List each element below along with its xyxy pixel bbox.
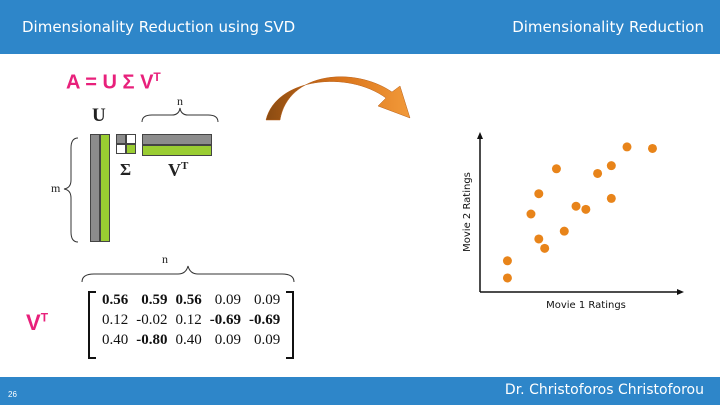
vt-matrix-row: 0.12 -0.02 0.12 -0.69 -0.69 bbox=[98, 310, 284, 330]
vt-matrix-cell: -0.02 bbox=[136, 312, 168, 328]
vt-matrix-cell: 0.40 bbox=[102, 332, 129, 348]
scatter-point bbox=[502, 256, 512, 266]
y-axis-label: Movie 2 Ratings bbox=[462, 172, 473, 252]
diagram-n-label: n bbox=[177, 94, 183, 108]
vt-matrix-cell: -0.69 bbox=[249, 312, 281, 328]
u-gray-column bbox=[90, 134, 100, 242]
vt-matrix-cell: 0.56 bbox=[175, 292, 202, 308]
scatter-point bbox=[526, 209, 536, 219]
vt-matrix-cell: 0.56 bbox=[102, 292, 129, 308]
scatter-point bbox=[647, 143, 657, 153]
vt-matrix-cell: -0.80 bbox=[136, 332, 168, 348]
page-number: 26 bbox=[8, 390, 17, 399]
vt-matrix-cell: 0.40 bbox=[175, 332, 202, 348]
vt-matrix: 0.56 0.59 0.56 0.09 0.09 0.12 -0.02 0.12 -0.69 -0… bbox=[98, 290, 290, 358]
section-title: Dimensionality Reduction bbox=[512, 18, 704, 36]
formula-v: V bbox=[134, 71, 154, 94]
scatter-point bbox=[581, 204, 591, 214]
scatter-point bbox=[593, 168, 603, 178]
x-axis-label: Movie 1 Ratings bbox=[546, 300, 626, 311]
scatter-point bbox=[502, 273, 512, 283]
u-label: U bbox=[92, 105, 106, 126]
scatter-point bbox=[534, 189, 544, 199]
vt-matrix-cell: 0.12 bbox=[175, 312, 202, 328]
vt-matrix-label: VT bbox=[26, 310, 49, 335]
vt-matrix-cell: 0.09 bbox=[214, 292, 241, 308]
scatter-point bbox=[534, 234, 544, 244]
y-axis-arrowhead-icon bbox=[477, 132, 483, 139]
curved-arrow-icon bbox=[265, 76, 411, 121]
vt-gray-row bbox=[142, 134, 212, 145]
formula-sup: T bbox=[153, 70, 161, 84]
slide-title: Dimensionality Reduction using SVD bbox=[22, 18, 296, 36]
ratings-scatter-plot: Movie 1 Ratings Movie 2 Ratings bbox=[462, 132, 684, 311]
scatter-point bbox=[606, 193, 616, 203]
svd-formula: A = U Σ VT bbox=[66, 70, 161, 95]
sigma-cell-4 bbox=[126, 144, 136, 154]
scatter-point bbox=[622, 142, 632, 152]
top-brace-icon bbox=[141, 107, 219, 123]
sigma-cell-1 bbox=[116, 134, 126, 144]
vt-matrix-cell: 0.59 bbox=[141, 292, 168, 308]
vt-diagram-label: VT bbox=[168, 160, 189, 180]
vt-matrix-row: 0.56 0.59 0.56 0.09 0.09 bbox=[98, 290, 284, 310]
left-brace-icon bbox=[63, 137, 79, 243]
vt-matrix-cell: 0.09 bbox=[214, 332, 241, 348]
u-green-column bbox=[100, 134, 110, 242]
slide-header: Dimensionality Reduction using SVD Dimen… bbox=[0, 0, 720, 54]
scatter-point bbox=[551, 164, 561, 174]
sigma-cell-3 bbox=[116, 144, 126, 154]
diagram-m-label: m bbox=[51, 181, 61, 195]
vt-matrix-cell: -0.69 bbox=[209, 312, 241, 328]
formula-sigma: Σ bbox=[122, 71, 135, 94]
author-name: Dr. Christoforos Christoforou bbox=[504, 382, 704, 398]
formula-lhs: A = U bbox=[66, 71, 123, 94]
sigma-cell-2 bbox=[126, 134, 136, 144]
vt-matrix-cell: 0.12 bbox=[102, 312, 129, 328]
right-bracket-icon bbox=[286, 291, 294, 359]
vt-matrix-cell: 0.09 bbox=[254, 332, 281, 348]
scatter-point bbox=[540, 243, 550, 253]
vt-matrix-cell: 0.09 bbox=[254, 292, 281, 308]
scatter-point bbox=[559, 226, 569, 236]
vt-matrix-table: 0.56 0.59 0.56 0.09 0.09 0.12 -0.02 0.12 -0.69 -0… bbox=[98, 290, 284, 350]
scatter-point bbox=[606, 161, 616, 171]
left-bracket-icon bbox=[88, 291, 96, 359]
sigma-label: Σ bbox=[120, 160, 132, 179]
matrix-n-label: n bbox=[162, 252, 168, 266]
x-axis-arrowhead-icon bbox=[677, 289, 684, 295]
vt-matrix-row: 0.40 -0.80 0.40 0.09 0.09 bbox=[98, 330, 284, 350]
vt-green-row bbox=[142, 145, 212, 156]
slide-footer: 26 Dr. Christoforos Christoforou bbox=[0, 377, 720, 405]
scatter-point bbox=[571, 201, 581, 211]
matrix-brace-icon bbox=[81, 265, 295, 283]
